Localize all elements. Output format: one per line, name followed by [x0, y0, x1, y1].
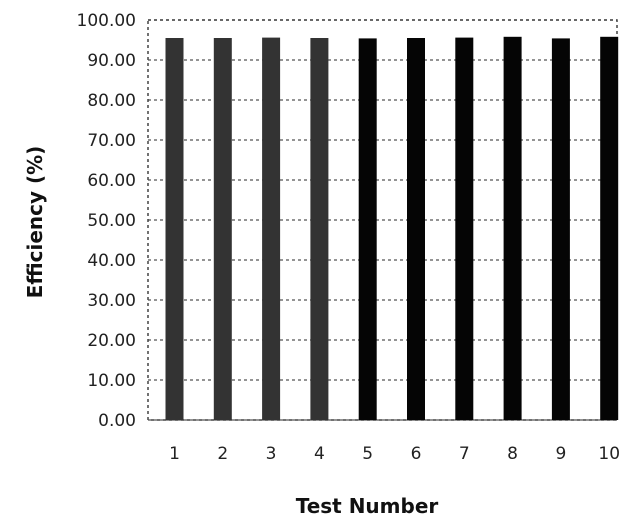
- x-tick-label: 8: [507, 444, 518, 464]
- bar-test-9: [551, 38, 570, 421]
- y-tick-label: 30.00: [87, 291, 136, 311]
- y-tick-label: 40.00: [87, 251, 136, 271]
- bar-test-7: [455, 37, 474, 420]
- x-tick-label: 7: [459, 444, 470, 464]
- x-tick-label: 10: [598, 444, 620, 464]
- bars: [165, 36, 619, 421]
- bar-test-6: [407, 38, 425, 420]
- bar-test-3: [262, 37, 281, 420]
- bar-test-10: [600, 36, 619, 421]
- y-tick-label: 20.00: [87, 331, 136, 351]
- x-axis-title: Test Number: [296, 494, 439, 518]
- y-tick-label: 50.00: [87, 211, 136, 231]
- bar-test-1: [165, 38, 184, 420]
- x-tick-label: 6: [411, 444, 422, 464]
- bar-test-5: [358, 38, 377, 421]
- y-tick-label: 100.00: [77, 11, 136, 31]
- x-tick-label: 3: [266, 444, 277, 464]
- y-tick-label: 10.00: [87, 371, 136, 391]
- y-tick-label: 0.00: [98, 411, 136, 431]
- bar-test-8: [503, 36, 522, 421]
- x-tick-label: 2: [217, 444, 228, 464]
- bar-test-4: [310, 38, 329, 420]
- x-tick-label: 1: [169, 444, 180, 464]
- y-axis-tick-labels: 0.00 10.00 20.00 30.00 40.00 50.00 60.00 70.00 8…: [77, 11, 136, 431]
- x-tick-label: 4: [314, 444, 325, 464]
- y-tick-label: 80.00: [87, 91, 136, 111]
- y-tick-label: 60.00: [87, 171, 136, 191]
- x-axis-tick-labels: 1 2 3 4 5 6 7 8 9 10: [169, 444, 620, 464]
- y-tick-label: 70.00: [87, 131, 136, 151]
- y-axis-title: Efficiency (%): [23, 146, 47, 299]
- y-tick-label: 90.00: [87, 51, 136, 71]
- x-tick-label: 5: [362, 444, 373, 464]
- x-tick-label: 9: [555, 444, 566, 464]
- bar-test-2: [213, 38, 232, 420]
